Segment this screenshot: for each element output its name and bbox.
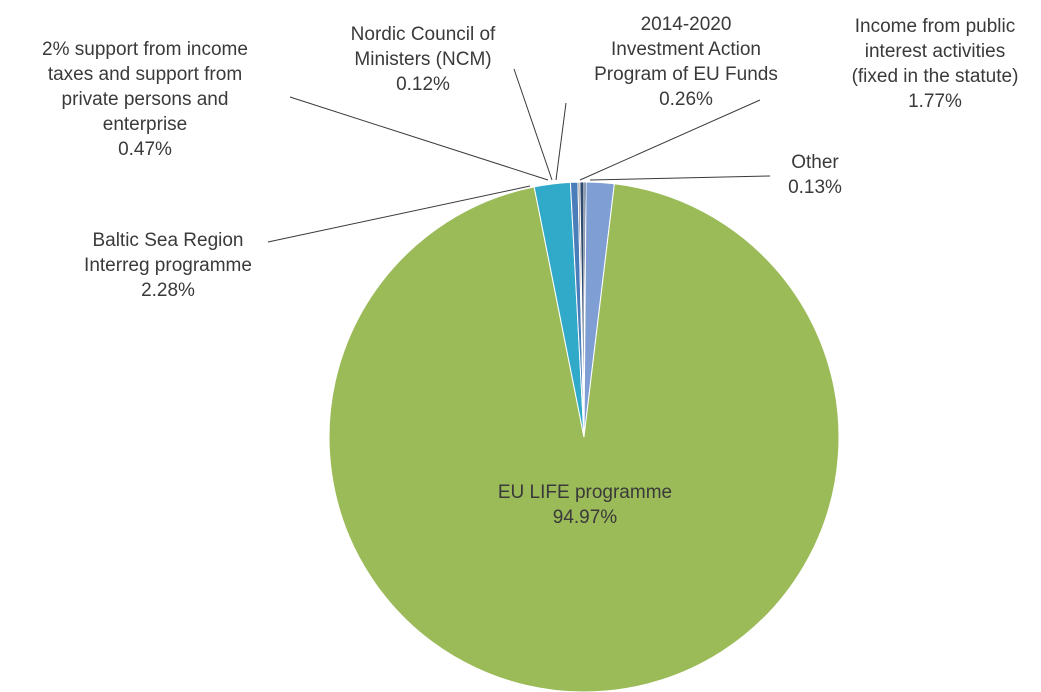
- slice-label-line: private persons and: [62, 89, 229, 110]
- pie-slices: [328, 181, 840, 692]
- slice-label-line: 0.26%: [659, 89, 713, 110]
- slice-label-line: Income from public: [855, 16, 1016, 37]
- slice-label-line: taxes and support from: [48, 64, 242, 85]
- slice-label-line: Investment Action: [611, 39, 761, 60]
- slice-label-line: Nordic Council of: [351, 24, 496, 45]
- slice-label-eu-life-programme: EU LIFE programme 94.97%: [498, 482, 672, 528]
- leader-line-baltic-sea-region-interreg-programme: [267, 185, 531, 243]
- leader-line-other: [589, 175, 771, 181]
- slice-label-line: 0.13%: [788, 177, 842, 198]
- slice-label-income-from-public-interest-activities-fixed-in-the-statute: Income from public interest activities (fi…: [852, 16, 1019, 112]
- slice-label-line: 2.28%: [141, 280, 195, 301]
- slice-label-line: Baltic Sea Region: [92, 230, 243, 251]
- leader-line-2-support-from-income-taxes-and-support-from-private-persons-and-enterprise: [289, 96, 549, 181]
- slice-label-nordic-council-of-ministers-ncm: Nordic Council of Ministers (NCM) 0.12%: [351, 24, 496, 95]
- slice-label-line: 2% support from income: [42, 39, 248, 60]
- leader-lines: [267, 68, 771, 243]
- slice-label-line: EU LIFE programme: [498, 482, 672, 503]
- slice-label-line: 0.47%: [118, 139, 172, 160]
- slice-label-other: Other 0.13%: [788, 152, 842, 198]
- leader-line-2014-2020-investment-action-program-of-eu-funds: [555, 102, 567, 181]
- slice-label-line: 94.97%: [553, 507, 618, 528]
- slice-labels: Other 0.13% Income from public interest act…: [42, 14, 1018, 528]
- leader-line-income-from-public-interest-activities-fixed-in-the-statute: [579, 99, 761, 181]
- slice-label-line: Ministers (NCM): [354, 49, 491, 70]
- slice-label-line: enterprise: [103, 114, 188, 135]
- slice-label-line: Interreg programme: [84, 255, 252, 276]
- slice-label-line: Program of EU Funds: [594, 64, 778, 85]
- slice-label-line: 1.77%: [908, 91, 962, 112]
- leader-line-nordic-council-of-ministers-ncm: [513, 68, 553, 181]
- slice-label-line: (fixed in the statute): [852, 66, 1019, 87]
- slice-label-2014-2020-investment-action-program-of-eu-funds: 2014-2020 Investment Action Program of EU …: [594, 14, 778, 110]
- slice-label-line: interest activities: [865, 41, 1005, 62]
- slice-label-line: 2014-2020: [641, 14, 732, 35]
- pie-slice-2014-2020-investment-action-program-of-eu-funds: [579, 181, 585, 438]
- slice-label-baltic-sea-region-interreg-programme: Baltic Sea Region Interreg programme 2.28%: [84, 230, 252, 301]
- slice-label-line: 0.12%: [396, 74, 450, 95]
- slice-label-line: Other: [791, 152, 839, 173]
- slice-label-2-support-from-income-taxes-and-support-from-private-persons-and-enterprise: 2% support from income taxes and support …: [42, 39, 248, 160]
